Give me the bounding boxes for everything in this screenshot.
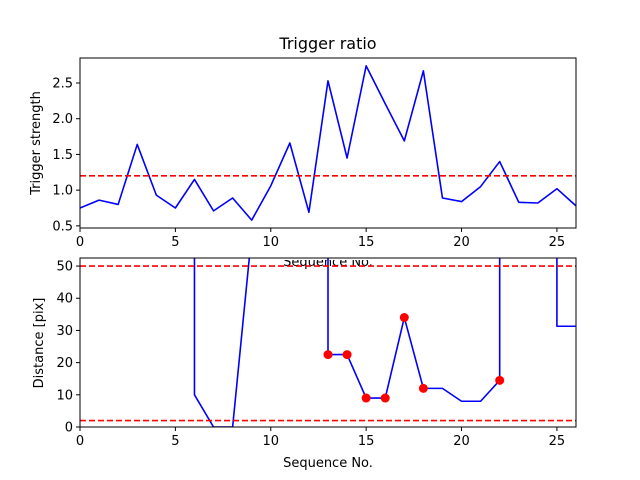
top-plot-area bbox=[80, 65, 576, 221]
bottom-y-tick-label: 20 bbox=[56, 356, 73, 371]
bottom-x-tick-label: 10 bbox=[262, 434, 279, 449]
bottom-marker-point bbox=[342, 350, 352, 360]
bottom-plot: 0 5 10 15 20 25 0 10 20 30 40 50 Sequence No. Dista… bbox=[32, 256, 586, 471]
top-x-tick-label: 10 bbox=[262, 235, 279, 250]
bottom-y-tick-label: 30 bbox=[56, 324, 73, 339]
bottom-marker-point bbox=[399, 313, 409, 323]
bottom-y-tick-label: 40 bbox=[56, 292, 73, 307]
bottom-x-axis-label: Sequence No. bbox=[283, 456, 373, 471]
top-x-tick-label: 25 bbox=[549, 235, 566, 250]
bottom-x-tick-label: 20 bbox=[453, 434, 470, 449]
bottom-marker-point bbox=[380, 393, 390, 403]
bottom-y-tick-label: 0 bbox=[65, 421, 73, 436]
top-plot: Trigger ratio 0 5 10 15 20 250.51.01.52.02.5 … bbox=[29, 34, 577, 270]
bottom-marker-point bbox=[495, 375, 505, 385]
bottom-plot-frame bbox=[79, 257, 577, 428]
bottom-marker-point bbox=[323, 350, 333, 360]
bottom-marker-point bbox=[418, 383, 428, 393]
top-y-axis-label: Trigger strength bbox=[29, 91, 44, 196]
top-chart-title: Trigger ratio bbox=[278, 34, 376, 53]
bottom-x-tick-label: 25 bbox=[549, 434, 566, 449]
top-x-tick-label: 20 bbox=[453, 235, 470, 250]
bottom-x-tick-label: 5 bbox=[171, 434, 179, 449]
top-plot-frame bbox=[79, 57, 577, 229]
top-y-tick-label: 2.0 bbox=[52, 112, 73, 127]
top-y-tick-label: 2.5 bbox=[52, 77, 73, 92]
top-y-tick-label: 1.5 bbox=[52, 148, 73, 163]
top-x-tick-label: 5 bbox=[171, 235, 179, 250]
bottom-y-axis-label: Distance [pix] bbox=[32, 298, 47, 389]
bottom-x-tick-label: 15 bbox=[358, 434, 375, 449]
bottom-marker-point bbox=[361, 393, 371, 403]
bottom-y-tick-label: 50 bbox=[56, 260, 73, 275]
bottom-plot-area bbox=[80, 258, 576, 427]
top-y-tick-label: 0.5 bbox=[52, 219, 73, 234]
top-y-tick-label: 1.0 bbox=[52, 184, 73, 199]
bottom-y-tick-label: 10 bbox=[56, 388, 73, 403]
bottom-x-tick-label: 0 bbox=[76, 434, 84, 449]
bottom-series-line-0 bbox=[193, 258, 576, 427]
top-series-line-0 bbox=[80, 65, 576, 221]
top-x-tick-label: 15 bbox=[358, 235, 375, 250]
top-x-tick-label: 0 bbox=[76, 235, 84, 250]
